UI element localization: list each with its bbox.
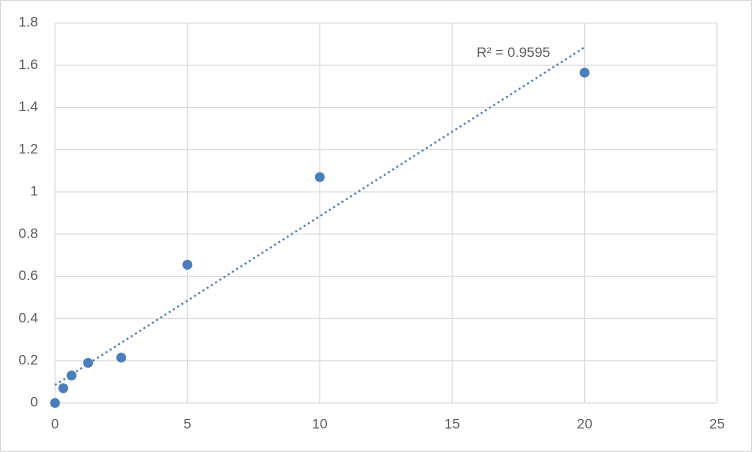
data-point [116, 352, 127, 363]
y-tick-label: 1.4 [19, 98, 39, 114]
data-point [314, 172, 325, 183]
data-point [182, 259, 193, 270]
data-point [58, 383, 69, 394]
x-tick-label: 10 [312, 416, 328, 432]
trendline-annotation: R² = 0.9595 [477, 44, 551, 60]
x-tick-label: 5 [184, 416, 192, 432]
x-tick-label: 15 [444, 416, 460, 432]
y-tick-label: 1.8 [19, 14, 39, 30]
y-tick-label: 1.2 [19, 140, 39, 156]
y-tick-label: 0.8 [19, 225, 39, 241]
y-tick-label: 0.2 [19, 351, 39, 367]
x-tick-label: 0 [51, 416, 59, 432]
x-tick-label: 25 [709, 416, 725, 432]
data-point [579, 67, 590, 78]
y-tick-label: 0 [30, 394, 38, 410]
y-tick-label: 0.6 [19, 267, 39, 283]
y-tick-label: 0.4 [19, 309, 39, 325]
data-point [66, 370, 77, 381]
y-tick-label: 1 [30, 183, 38, 199]
y-tick-label: 1.6 [19, 56, 39, 72]
data-point [50, 398, 60, 408]
x-tick-label: 20 [577, 416, 593, 432]
data-point [83, 357, 94, 368]
